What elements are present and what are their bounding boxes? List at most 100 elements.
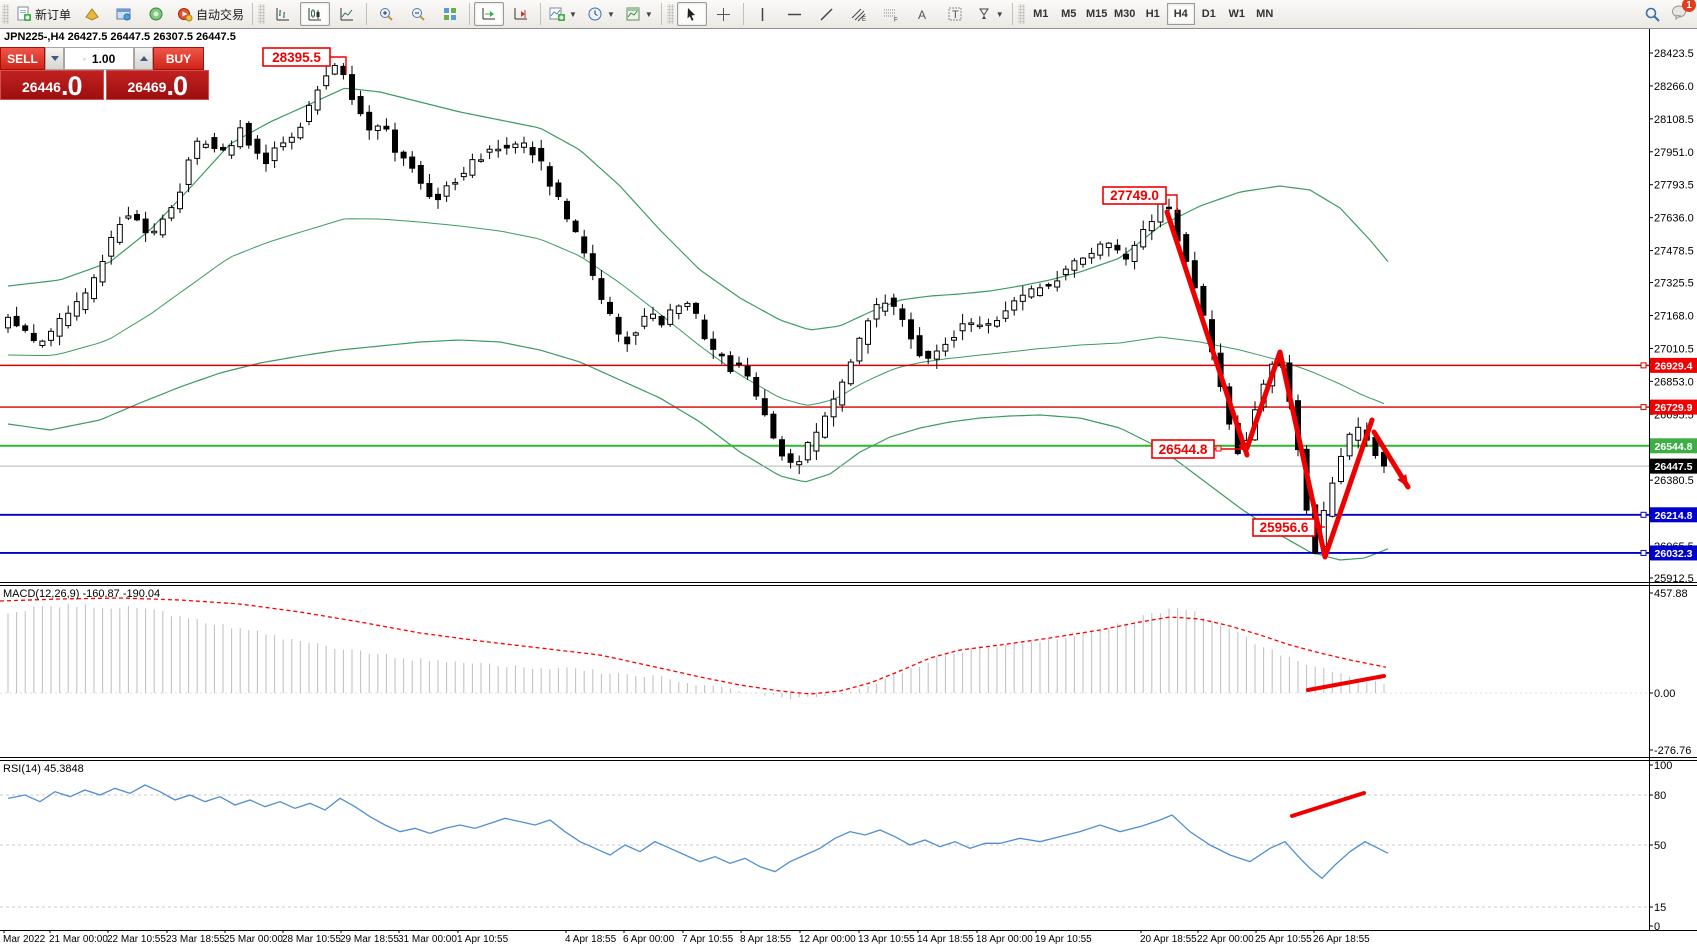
timeframe-m30-button[interactable]: M30 — [1114, 8, 1136, 20]
chart-ohlc-header: JPN225-,H4 26427.5 26447.5 26307.5 26447… — [4, 31, 236, 43]
time-axis[interactable]: Mar 2022 21 Mar 00:00 22 Mar 10:55 23 Mar 1… — [3, 930, 1370, 945]
data-feed-button[interactable] — [141, 2, 171, 26]
timeframe-m1-button[interactable]: M1 — [1033, 8, 1049, 20]
periods-button[interactable]: ▼ — [583, 2, 619, 26]
candlestick-icon — [308, 8, 322, 21]
toolbar-separator — [366, 3, 368, 25]
text-tool-button[interactable]: A — [908, 2, 938, 26]
svg-text:26380.5: 26380.5 — [1654, 475, 1694, 487]
timeframe-m15-button[interactable]: M15 — [1086, 8, 1108, 20]
indicators-button[interactable]: ▼ — [545, 2, 581, 26]
volume-increase-button[interactable] — [134, 47, 153, 70]
toolbar-separator — [469, 3, 471, 25]
bar-chart-mode-button[interactable] — [268, 2, 298, 26]
zoom-in-button[interactable] — [371, 2, 401, 26]
sell-price-big-digit: .0 — [60, 70, 83, 101]
tile-windows-button[interactable] — [435, 2, 465, 26]
svg-text:1 Apr 10:55: 1 Apr 10:55 — [457, 934, 509, 944]
toolbar-separator — [742, 3, 744, 25]
buy-price-main: 26469 — [127, 79, 167, 96]
timeframe-d1-button[interactable]: D1 — [1201, 8, 1216, 20]
timeframe-h1-button[interactable]: H1 — [1145, 8, 1160, 20]
svg-text:25956.6: 25956.6 — [1260, 520, 1309, 535]
svg-text:28 Mar 10:55: 28 Mar 10:55 — [282, 934, 341, 944]
volume-input[interactable]: ◦ 1.00 — [64, 47, 134, 70]
indicator-levels — [0, 692, 1649, 908]
svg-text:26544.8: 26544.8 — [1159, 442, 1208, 457]
timeframe-mn-button[interactable]: MN — [1256, 8, 1274, 20]
vertical-line-tool-button[interactable] — [748, 2, 778, 26]
zoom-out-icon — [412, 8, 425, 21]
one-click-trade-panel: SELL ◦ 1.00 BUY 26446.0 26469.0 — [0, 47, 209, 100]
arrows-tool-button[interactable]: ▼ — [972, 2, 1008, 26]
zoom-out-button[interactable] — [403, 2, 433, 26]
toolbar-separator — [660, 3, 662, 25]
svg-text:27636.0: 27636.0 — [1654, 213, 1694, 225]
cursor-tool-button[interactable] — [676, 2, 707, 26]
horizontal-price-lines — [0, 364, 1649, 554]
timeframe-h4-button[interactable]: H4 — [1166, 3, 1195, 25]
svg-text:0.00: 0.00 — [1654, 688, 1675, 700]
svg-text:80: 80 — [1654, 790, 1666, 802]
auto-trading-button[interactable]: 自动交易 — [173, 2, 248, 26]
svg-text:RSI(14) 45.3848: RSI(14) 45.3848 — [3, 763, 84, 775]
notifications-button[interactable]: 1 — [1671, 0, 1696, 24]
notification-badge: 1 — [1682, 0, 1696, 12]
toolbar-separator — [252, 3, 254, 25]
sell-price-display[interactable]: 26446.0 — [0, 70, 104, 100]
chart-shift-icon — [514, 8, 528, 20]
cursor-icon — [687, 7, 696, 21]
search-icon[interactable] — [1644, 6, 1661, 23]
toolbar-separator — [540, 3, 542, 25]
svg-text:A: A — [918, 8, 926, 22]
svg-text:26 Apr 18:55: 26 Apr 18:55 — [1313, 934, 1370, 944]
toolbar-grip — [2, 4, 9, 24]
svg-text:21 Mar 00:00: 21 Mar 00:00 — [49, 934, 108, 944]
auto-trading-label: 自动交易 — [196, 7, 245, 22]
text-label-tool-button[interactable]: T — [940, 2, 970, 26]
chart-shift-button[interactable] — [506, 2, 536, 26]
template-icon — [626, 7, 640, 21]
new-order-label: 新订单 — [35, 7, 72, 22]
svg-text:22 Apr 00:00: 22 Apr 00:00 — [1197, 934, 1254, 944]
crosshair-icon — [717, 7, 731, 21]
dropdown-arrow-icon: ▼ — [569, 9, 577, 19]
text-label-icon: T — [948, 7, 962, 21]
timeframe-m5-button[interactable]: M5 — [1061, 8, 1077, 20]
horizontal-line-icon — [788, 13, 802, 15]
auto-scroll-button[interactable] — [474, 2, 505, 26]
toolbar-grip — [666, 4, 674, 24]
svg-text:25 Mar 00:00: 25 Mar 00:00 — [224, 934, 283, 944]
buy-price-display[interactable]: 26469.0 — [105, 70, 209, 100]
line-chart-mode-button[interactable] — [332, 2, 362, 26]
svg-text:7 Apr 10:55: 7 Apr 10:55 — [682, 934, 734, 944]
candlestick-mode-button[interactable] — [300, 2, 331, 26]
timeframe-w1-button[interactable]: W1 — [1228, 8, 1245, 20]
market-watch-button[interactable] — [77, 2, 107, 26]
svg-text:F: F — [894, 18, 898, 23]
bar-chart-icon — [276, 8, 290, 21]
terminal-window-icon — [116, 8, 131, 21]
horizontal-line-tool-button[interactable] — [780, 2, 810, 26]
price-axis[interactable]: 28423.5 28266.0 28108.5 27951.0 27793.5 27636… — [1640, 48, 1697, 933]
buy-button[interactable]: BUY — [153, 47, 204, 70]
crosshair-tool-button[interactable] — [709, 2, 739, 26]
svg-text:T: T — [952, 9, 959, 21]
equidistant-channel-tool-button[interactable]: E — [844, 2, 874, 26]
toolbar-grip — [1017, 4, 1025, 24]
sell-button[interactable]: SELL — [0, 47, 45, 70]
new-order-button[interactable]: 新订单 — [12, 2, 75, 26]
terminal-window-button[interactable] — [109, 2, 139, 26]
svg-text:MACD(12,26,9) -160.87 -190.04: MACD(12,26,9) -160.87 -190.04 — [3, 588, 160, 600]
templates-button[interactable]: ▼ — [621, 2, 657, 26]
volume-decrease-button[interactable] — [45, 47, 64, 70]
svg-text:8 Apr 18:55: 8 Apr 18:55 — [740, 934, 792, 944]
dropdown-arrow-icon: ▼ — [606, 9, 615, 19]
trendline-tool-button[interactable] — [812, 2, 842, 26]
indicators-add-icon — [549, 7, 566, 21]
fibonacci-tool-button[interactable]: F — [876, 2, 906, 26]
svg-text:27951.0: 27951.0 — [1654, 147, 1694, 159]
vertical-line-icon — [762, 7, 764, 21]
